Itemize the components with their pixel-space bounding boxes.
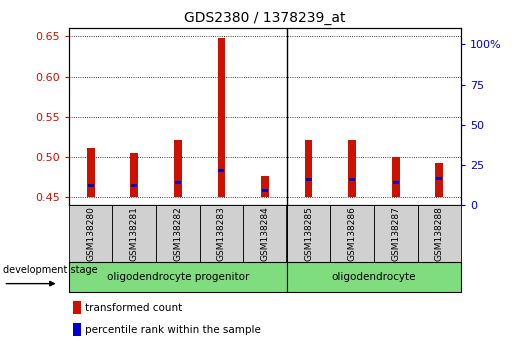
Bar: [217, 38, 225, 197]
Text: GSM138283: GSM138283: [217, 206, 226, 261]
Bar: [87, 184, 94, 187]
Title: GDS2380 / 1378239_at: GDS2380 / 1378239_at: [184, 11, 346, 24]
Bar: [131, 184, 137, 187]
Bar: [69, 262, 287, 292]
Bar: [349, 178, 355, 181]
Bar: [112, 205, 156, 262]
Text: GSM138284: GSM138284: [261, 206, 269, 261]
Bar: [69, 205, 112, 262]
Bar: [200, 205, 243, 262]
Bar: [348, 140, 356, 197]
Bar: [73, 301, 82, 314]
Text: GSM138280: GSM138280: [86, 206, 95, 261]
Bar: [87, 148, 95, 197]
Text: GSM138288: GSM138288: [435, 206, 444, 261]
Text: GSM138282: GSM138282: [173, 206, 182, 261]
Text: transformed count: transformed count: [85, 303, 183, 313]
Bar: [435, 164, 443, 197]
Text: development stage: development stage: [4, 266, 98, 275]
Bar: [305, 178, 312, 181]
Bar: [262, 189, 268, 193]
Bar: [330, 205, 374, 262]
Bar: [418, 205, 461, 262]
Bar: [175, 181, 181, 184]
Bar: [156, 205, 200, 262]
Bar: [287, 262, 461, 292]
Text: GSM138285: GSM138285: [304, 206, 313, 261]
Bar: [73, 323, 82, 336]
Text: percentile rank within the sample: percentile rank within the sample: [85, 325, 261, 335]
Bar: [374, 205, 418, 262]
Text: GSM138281: GSM138281: [130, 206, 139, 261]
Bar: [261, 176, 269, 197]
Bar: [436, 177, 443, 181]
Bar: [393, 181, 399, 184]
Bar: [218, 169, 225, 172]
Bar: [392, 157, 400, 197]
Text: GSM138287: GSM138287: [391, 206, 400, 261]
Bar: [287, 205, 330, 262]
Bar: [130, 153, 138, 197]
Bar: [174, 140, 182, 197]
Text: GSM138286: GSM138286: [348, 206, 357, 261]
Bar: [305, 140, 313, 197]
Text: oligodendrocyte progenitor: oligodendrocyte progenitor: [107, 272, 249, 282]
Text: oligodendrocyte: oligodendrocyte: [332, 272, 416, 282]
Bar: [243, 205, 287, 262]
